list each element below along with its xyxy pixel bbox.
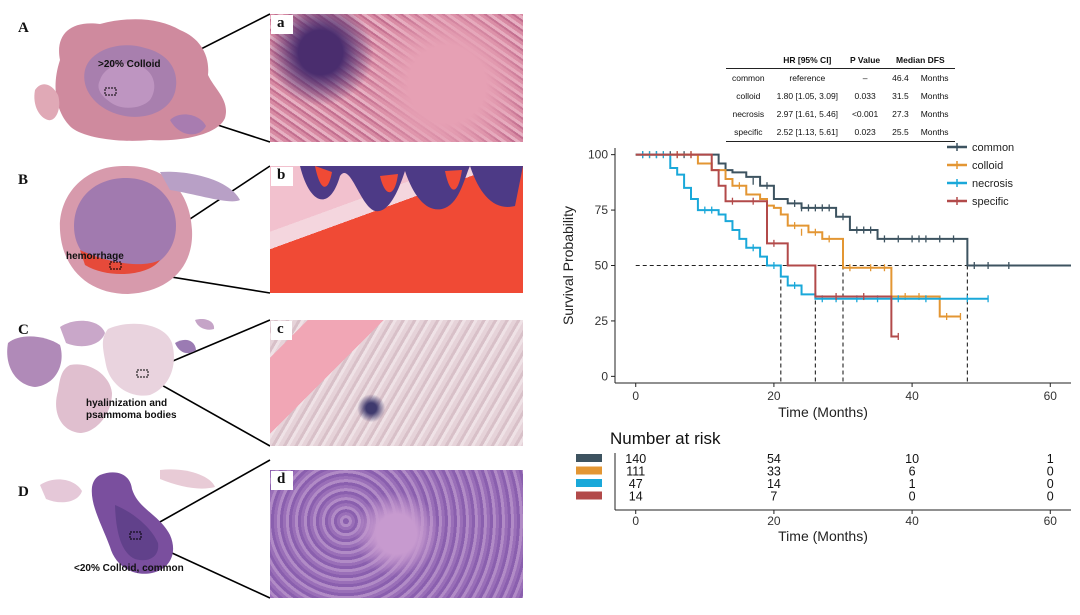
slide-thumbnail-A: [34, 19, 227, 141]
y-tick-label: 0: [601, 369, 608, 383]
risk-x-tick-label: 60: [1044, 514, 1058, 528]
hr-table-corner: [726, 53, 771, 69]
risk-count: 111: [626, 465, 645, 479]
hr-value: reference: [789, 73, 826, 83]
panel-label-B: B: [18, 172, 29, 188]
annotation-D: <20% Colloid, common: [74, 563, 184, 574]
hr-value: 2.97 [1.61, 5.46]: [776, 109, 839, 119]
risk-count: 10: [905, 452, 919, 466]
hr-group: common: [732, 73, 765, 83]
panel-label-C: C: [18, 322, 29, 338]
median-value: 25.5: [886, 123, 915, 142]
table-row: common reference – 46.4 Months: [726, 69, 955, 88]
risk-count: 0: [1047, 477, 1054, 491]
km-curve-common: [635, 153, 1071, 267]
micrograph-label-b: b: [271, 167, 294, 186]
x-tick-label: 60: [1044, 389, 1058, 403]
risk-x-tick-label: 0: [632, 514, 639, 528]
micrograph-label-d: d: [271, 471, 294, 490]
annotation-A: >20% Colloid: [98, 59, 161, 70]
risk-count: 14: [629, 490, 643, 504]
table-row: specific 2.52 [1.13, 5.61] 0.023 25.5 Mo…: [726, 123, 955, 142]
risk-row-swatch: [576, 466, 602, 475]
hr-group: colloid: [736, 91, 761, 101]
risk-x-axis-label: Time (Months): [778, 528, 868, 544]
p-value: 0.033: [854, 91, 876, 101]
x-tick-label: 0: [632, 389, 639, 403]
risk-row-swatch: [576, 454, 602, 462]
hr-group: specific: [726, 123, 771, 142]
risk-count: 0: [1047, 490, 1054, 504]
y-axis-label: Survival Probability: [560, 206, 576, 325]
panel-label-D: D: [18, 484, 29, 500]
risk-count: 33: [767, 465, 781, 479]
p-value: 0.023: [844, 123, 887, 142]
micrograph-d: [270, 470, 523, 598]
km-curve-necrosis: [635, 153, 989, 300]
micrograph-c: [270, 320, 523, 446]
table-row: colloid 1.80 [1.05, 3.09] 0.033 31.5 Mon…: [726, 87, 955, 105]
legend-label-specific: specific: [972, 196, 1009, 208]
x-tick-label: 20: [767, 389, 781, 403]
legend-label-necrosis: necrosis: [972, 178, 1013, 190]
km-survival-chart: 0 25 50 75 100 0 20 40 60 Survival Probability Tim…: [560, 142, 1071, 420]
risk-count: 1: [909, 477, 916, 491]
table-row: necrosis 2.97 [1.61, 5.46] <0.001 27.3 M…: [726, 105, 955, 123]
risk-count: 6: [909, 465, 916, 479]
hr-group: necrosis: [732, 109, 765, 119]
hr-header-median: Median DFS: [886, 53, 955, 69]
risk-row-swatch: [576, 479, 602, 487]
slide-thumbnail-B: [59, 165, 240, 294]
median-value: 31.5: [892, 91, 909, 101]
hr-header-hr: HR [95% CI]: [770, 53, 845, 69]
median-unit: Months: [920, 109, 949, 119]
annotation-C: hyalinization and psammoma bodies: [86, 398, 177, 421]
risk-row-swatch: [576, 491, 602, 500]
micrograph-a: [270, 14, 523, 142]
median-value: 27.3: [892, 109, 909, 119]
risk-count: 1: [1047, 452, 1054, 466]
hr-header-p: P Value: [844, 53, 887, 69]
median-unit: Months: [914, 123, 955, 142]
risk-table-title: Number at risk: [610, 429, 721, 448]
hr-value: 2.52 [1.13, 5.61]: [770, 123, 845, 142]
slide-thumbnail-C: [7, 319, 215, 433]
risk-x-tick-label: 40: [905, 514, 919, 528]
median-unit: Months: [920, 91, 949, 101]
risk-count: 140: [625, 452, 646, 466]
p-value: –: [862, 73, 868, 83]
risk-count: 14: [767, 477, 781, 491]
x-tick-label: 40: [905, 389, 919, 403]
risk-count: 47: [629, 477, 643, 491]
micrograph-label-c: c: [271, 321, 292, 340]
median-value: 46.4: [892, 73, 909, 83]
slide-thumbnail-D: [40, 469, 215, 574]
panel-label-A: A: [18, 20, 29, 36]
risk-count: 7: [770, 490, 777, 504]
km-curve-colloid: [635, 153, 961, 318]
risk-count: 0: [1047, 465, 1054, 479]
y-tick-label: 75: [595, 203, 609, 217]
p-value: <0.001: [851, 109, 879, 119]
micrograph-label-a: a: [271, 15, 293, 34]
hr-value: 1.80 [1.05, 3.09]: [776, 91, 839, 101]
y-tick-label: 25: [595, 314, 609, 328]
x-axis-label: Time (Months): [778, 404, 868, 420]
y-tick-label: 50: [595, 259, 609, 273]
risk-count: 0: [909, 490, 916, 504]
y-tick-label: 100: [588, 148, 608, 162]
km-curve-specific: [635, 153, 899, 338]
micrograph-b: [270, 166, 523, 293]
risk-count: 54: [767, 452, 781, 466]
median-unit: Months: [920, 73, 949, 83]
hazard-ratio-table: HR [95% CI] P Value Median DFS common re…: [726, 53, 955, 142]
risk-x-tick-label: 20: [767, 514, 781, 528]
annotation-B: hemorrhage: [66, 251, 124, 262]
legend-label-colloid: colloid: [972, 160, 1003, 172]
legend-label-common: common: [972, 142, 1014, 154]
